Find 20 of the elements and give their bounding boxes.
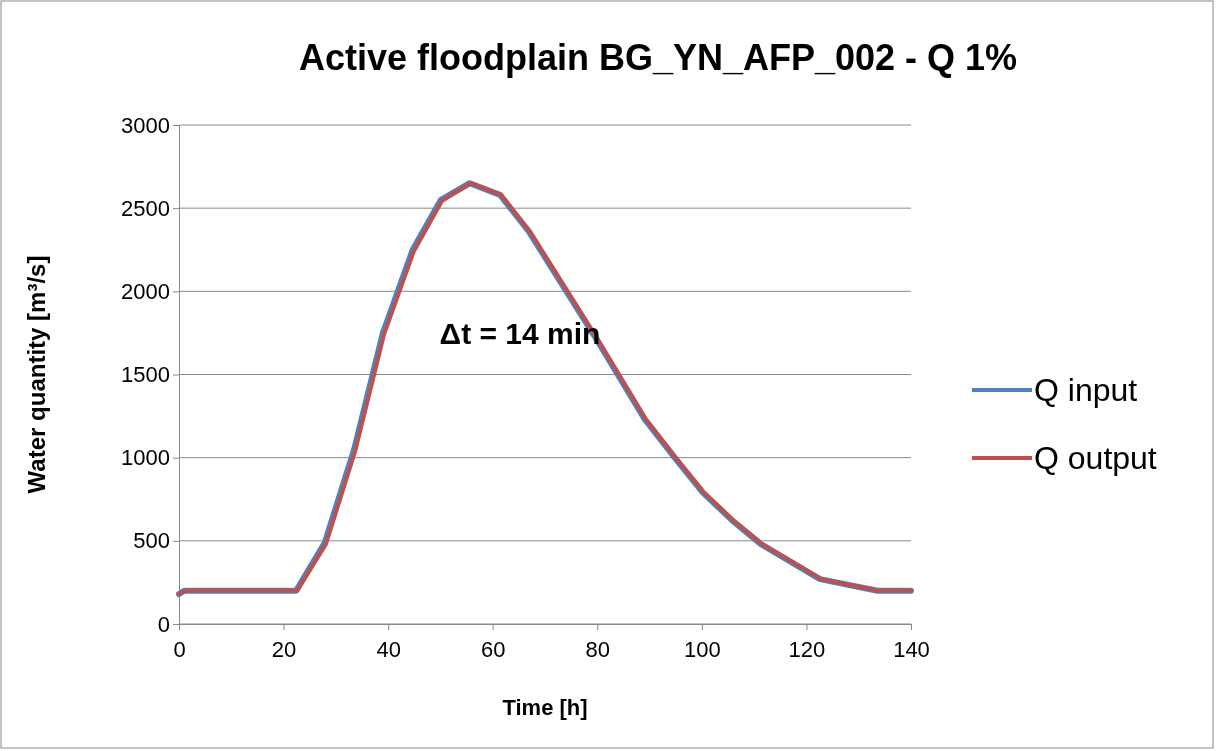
y-tick-label: 1500: [121, 362, 170, 388]
x-tick-label: 60: [480, 637, 506, 663]
x-tick-label: 0: [173, 637, 186, 663]
y-tick-label: 2000: [121, 278, 170, 304]
x-tick-label: 120: [788, 637, 826, 663]
y-tick-label: 500: [133, 528, 170, 554]
x-tick-label: 20: [271, 637, 297, 663]
y-axis-title: Water quantity [m³/s]: [23, 255, 50, 494]
y-tick-label: 3000: [121, 112, 170, 138]
x-tick-label: 140: [893, 637, 930, 663]
x-tick-label: 80: [585, 637, 611, 663]
chart-title: Active floodplain BG_YN_AFP_002 - Q 1%: [298, 37, 1018, 78]
x-tick-label: 40: [376, 637, 401, 663]
legend-label: Q input: [1034, 372, 1138, 408]
legend-label: Q output: [1034, 440, 1157, 476]
y-tick-label: 1000: [121, 445, 170, 471]
x-axis-title: Time [h]: [502, 695, 588, 720]
y-tick-label: 2500: [121, 195, 170, 221]
x-tick-label: 100: [684, 637, 721, 663]
y-tick-label: 0: [157, 611, 170, 637]
